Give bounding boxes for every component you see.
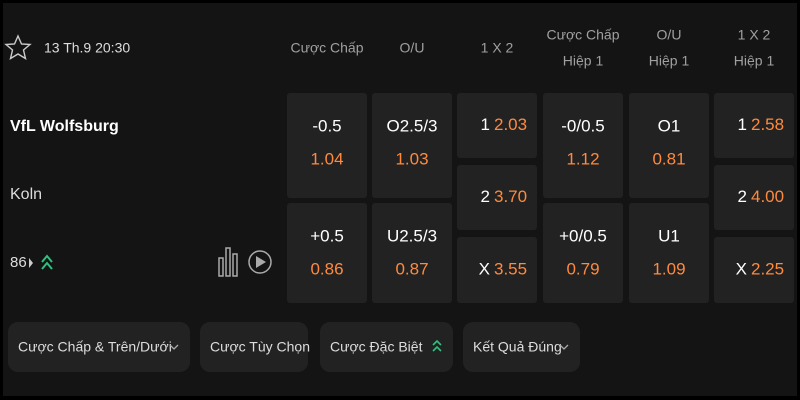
- selection-line: -0.5: [312, 116, 341, 135]
- odds-cell[interactable]: [629, 203, 709, 303]
- odds-cell[interactable]: [457, 165, 537, 230]
- column-header: Hiệp 1: [563, 53, 604, 69]
- market-tab[interactable]: [463, 322, 580, 372]
- selection-label: 2: [481, 187, 490, 206]
- odds-value: 1.03: [395, 149, 428, 168]
- market-tab[interactable]: [8, 322, 190, 372]
- column-header: Hiệp 1: [649, 53, 690, 69]
- selection-line: U2.5/3: [387, 226, 437, 245]
- odds-value: 2.25: [751, 259, 784, 278]
- column-header: O/U: [400, 40, 425, 56]
- play-icon[interactable]: [248, 250, 272, 274]
- selection-line: U1: [658, 226, 680, 245]
- odds-cell[interactable]: [287, 203, 367, 303]
- odds-value: 4.00: [751, 187, 784, 206]
- favorite-star[interactable]: [4, 34, 32, 60]
- column-header: 1 X 2: [738, 27, 771, 43]
- market-tab-label: Cược Đặc Biệt: [330, 339, 423, 355]
- selection-line: +0.5: [310, 226, 344, 245]
- odds-cell[interactable]: [543, 203, 623, 303]
- odds-cell[interactable]: [714, 165, 794, 230]
- selection-label: X: [736, 259, 747, 278]
- odds-cell[interactable]: [457, 93, 537, 158]
- selection-label: 1: [738, 115, 747, 134]
- selection-label: X: [479, 259, 490, 278]
- more-arrow: [29, 258, 33, 268]
- selection-label: 2: [738, 187, 747, 206]
- selection-line: O2.5/3: [386, 116, 437, 135]
- odds-value: 0.87: [395, 259, 428, 278]
- odds-cell[interactable]: [543, 93, 623, 198]
- market-tab[interactable]: [320, 322, 453, 372]
- stats-icon[interactable]: [218, 247, 238, 277]
- selection-line: -0/0.5: [561, 116, 604, 135]
- column-header: Cược Chấp: [290, 40, 363, 56]
- selection-line: O1: [658, 116, 681, 135]
- selection-label: 1: [481, 115, 490, 134]
- odds-value: 1.09: [652, 259, 685, 278]
- odds-value: 1.12: [566, 149, 599, 168]
- odds-cell[interactable]: [714, 237, 794, 303]
- odds-cell[interactable]: [714, 93, 794, 158]
- odds-cell[interactable]: [457, 237, 537, 303]
- odds-value: 3.70: [494, 187, 527, 206]
- market-tab-label: Cược Tùy Chọn: [210, 339, 310, 355]
- home-team: VfL Wolfsburg: [10, 118, 119, 135]
- tab-chevron: [169, 344, 179, 350]
- odds-cell[interactable]: [287, 93, 367, 198]
- match-date: 13 Th.9 20:30: [44, 40, 130, 56]
- tab-chevron: [559, 344, 569, 350]
- odds-cell[interactable]: [372, 203, 452, 303]
- market-tab-label: Cược Chấp & Trên/Dưới: [18, 339, 172, 355]
- odds-value: 2.03: [494, 115, 527, 134]
- odds-value: 0.81: [652, 149, 685, 168]
- odds-value: 2.58: [751, 115, 784, 134]
- odds-value: 0.86: [310, 259, 343, 278]
- column-header: Cược Chấp: [546, 27, 619, 43]
- odds-value: 1.04: [310, 149, 343, 168]
- column-header: O/U: [657, 27, 682, 43]
- odds-cell[interactable]: [372, 93, 452, 198]
- tab-special-icon: [432, 339, 442, 352]
- column-header: 1 X 2: [481, 40, 514, 56]
- odds-cell[interactable]: [629, 93, 709, 198]
- odds-value: 3.55: [494, 259, 527, 278]
- market-tab-label: Kết Quả Đúng: [473, 339, 562, 355]
- more-count[interactable]: 86: [10, 254, 27, 271]
- column-header: Hiệp 1: [734, 53, 775, 69]
- market-tab[interactable]: [200, 322, 308, 372]
- special-icon: [41, 254, 53, 270]
- odds-value: 0.79: [566, 259, 599, 278]
- selection-line: +0/0.5: [559, 226, 607, 245]
- away-team: Koln: [10, 186, 42, 203]
